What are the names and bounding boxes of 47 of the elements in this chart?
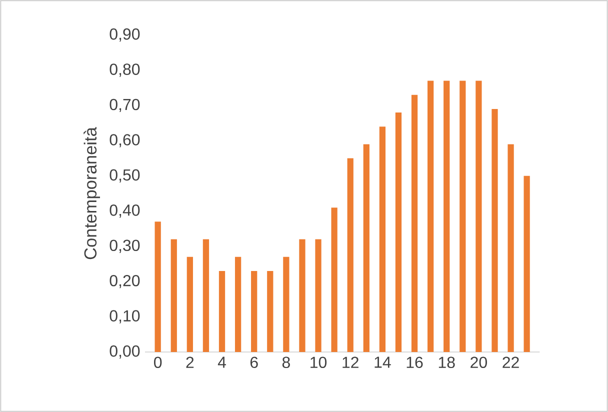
y-tick-label: 0,30 <box>110 240 140 253</box>
x-tick-label: 10 <box>310 356 327 368</box>
x-tick-label: 8 <box>282 356 290 368</box>
bar <box>524 176 530 352</box>
bar <box>154 222 161 352</box>
bar <box>234 256 242 352</box>
x-tick-label: 4 <box>218 356 226 368</box>
y-tick-label: 0,40 <box>110 204 140 218</box>
bar <box>331 208 338 352</box>
bar <box>395 112 402 352</box>
y-tick-label: 0,20 <box>110 274 140 288</box>
x-tick-label: 0 <box>154 356 162 368</box>
y-tick-label: 0,70 <box>110 98 140 112</box>
x-tick-label: 12 <box>342 356 358 368</box>
bar <box>444 80 450 352</box>
bar <box>251 270 258 352</box>
bar <box>299 239 306 352</box>
x-tick-label: 6 <box>250 356 258 368</box>
bar <box>347 158 354 352</box>
bar <box>267 270 274 352</box>
x-tick-label: 16 <box>406 356 423 368</box>
bar <box>186 256 193 352</box>
bar <box>460 80 466 352</box>
bar <box>379 126 386 352</box>
bar <box>283 256 290 352</box>
x-tick-label: 2 <box>186 356 194 368</box>
y-tick-label: 0,90 <box>110 28 140 42</box>
x-tick-label: 18 <box>438 356 455 368</box>
x-tick-label: 14 <box>374 356 391 368</box>
bar <box>363 144 370 352</box>
bar <box>202 239 210 352</box>
y-tick-label: 0,50 <box>110 169 140 183</box>
bar <box>428 80 434 352</box>
bar <box>218 270 226 352</box>
bar <box>411 94 418 352</box>
y-tick-label: 0,60 <box>110 134 140 148</box>
bar <box>492 108 498 352</box>
bar <box>170 239 177 352</box>
y-tick-label: 0,00 <box>110 345 140 359</box>
bar <box>476 80 482 352</box>
y-axis-title: Contemporaneità <box>84 127 100 260</box>
y-tick-label: 0,10 <box>110 310 140 324</box>
bar <box>315 239 322 352</box>
y-tick-label: 0,80 <box>110 64 140 77</box>
bar <box>508 144 514 352</box>
x-tick-label: 22 <box>502 356 519 368</box>
x-tick-label: 20 <box>470 356 487 368</box>
